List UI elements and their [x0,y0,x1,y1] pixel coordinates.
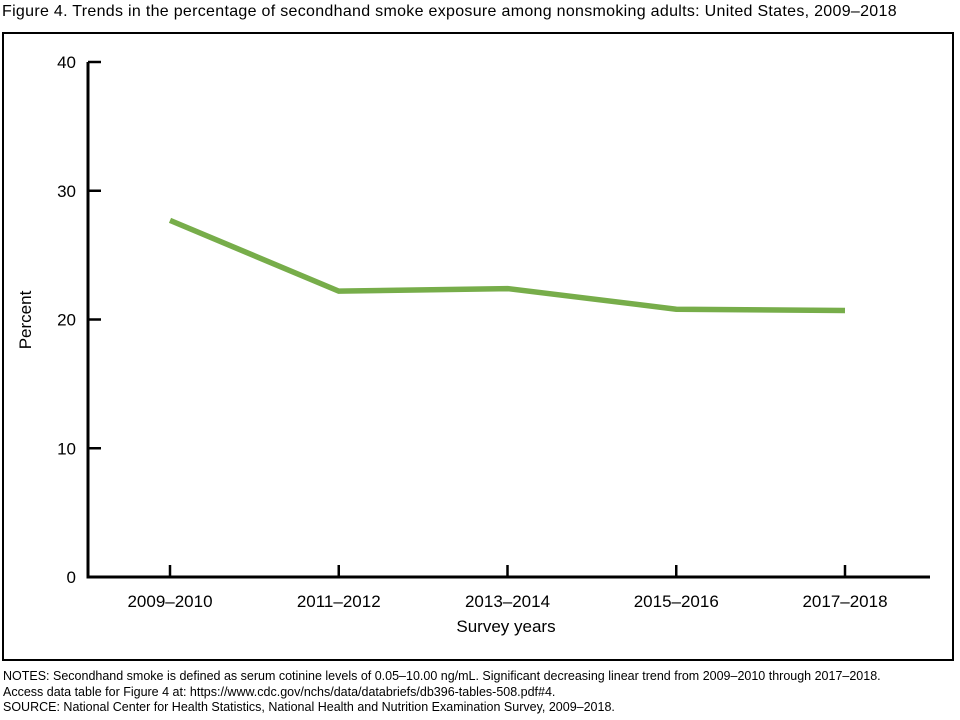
y-axis-title: Percent [16,290,35,349]
y-tick-label: 0 [67,568,76,587]
x-tick-label: 2011–2012 [297,592,381,611]
x-tick-label: 2009–2010 [127,592,212,611]
chart-border-box [2,32,954,661]
y-tick-label: 20 [57,311,76,330]
figure-notes: NOTES: Secondhand smoke is defined as se… [3,669,881,716]
y-tick-label: 30 [57,182,76,201]
x-tick-label: 2017–2018 [802,592,887,611]
notes-line: SOURCE: National Center for Health Stati… [3,700,615,715]
x-tick-label: 2015–2016 [634,592,719,611]
x-axis-title: Survey years [456,617,555,636]
trend-line [168,217,846,314]
x-tick-label: 2013–2014 [465,592,550,611]
notes-line: NOTES: Secondhand smoke is defined as se… [3,669,881,683]
x-axis-ticks: 2009–2010 2011–2012 2013–2014 2015–2016 2017… [127,565,888,611]
y-axis-ticks: 0 10 20 30 40 [57,53,101,587]
y-tick-label: 40 [57,53,76,72]
notes-line: Access data table for Figure 4 at: https… [3,684,556,699]
figure-title: Figure 4. Trends in the percentage of se… [2,3,897,20]
y-tick-label: 10 [57,439,76,458]
